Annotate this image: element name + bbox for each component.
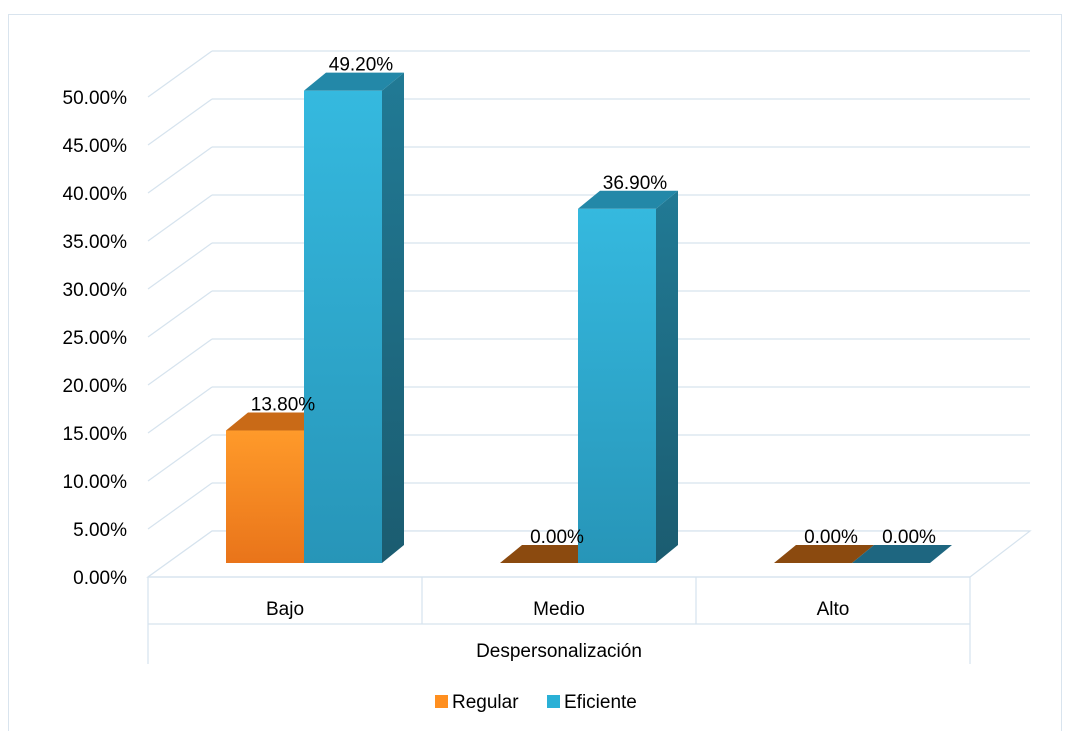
y-tick-label: 20.00% bbox=[63, 376, 128, 397]
y-tick-label: 5.00% bbox=[73, 520, 127, 541]
legend-swatch-regular bbox=[435, 695, 448, 708]
bar-side bbox=[382, 73, 404, 563]
bar-eficiente bbox=[304, 91, 382, 563]
bar-regular bbox=[226, 431, 304, 563]
gridline-diagonal bbox=[148, 51, 212, 97]
data-label: 36.90% bbox=[603, 173, 668, 194]
y-tick-label: 35.00% bbox=[63, 232, 128, 253]
legend-label: Eficiente bbox=[564, 692, 637, 713]
x-tick-label: Medio bbox=[533, 599, 585, 620]
y-tick-label: 45.00% bbox=[63, 136, 128, 157]
bar-eficiente bbox=[578, 209, 656, 563]
gridline-diagonal bbox=[148, 147, 212, 193]
gridline-diagonal bbox=[148, 483, 212, 529]
legend: Regular Eficiente bbox=[435, 692, 637, 713]
x-tick-label: Alto bbox=[817, 599, 850, 620]
legend-swatch-eficiente bbox=[547, 695, 560, 708]
y-tick-label: 40.00% bbox=[63, 184, 128, 205]
y-tick-label: 30.00% bbox=[63, 280, 128, 301]
y-tick-label: 15.00% bbox=[63, 424, 128, 445]
y-tick-label: 25.00% bbox=[63, 328, 128, 349]
x-axis-title: Despersonalización bbox=[476, 641, 642, 662]
data-label: 49.20% bbox=[329, 55, 394, 76]
data-label: 0.00% bbox=[882, 527, 936, 548]
gridline-diagonal bbox=[148, 435, 212, 481]
y-tick-label: 50.00% bbox=[63, 88, 128, 109]
gridline-diagonal bbox=[148, 243, 212, 289]
x-tick-label: Bajo bbox=[266, 599, 304, 620]
bar-side bbox=[656, 191, 678, 563]
data-label: 0.00% bbox=[530, 527, 584, 548]
gridline-diagonal bbox=[148, 387, 212, 433]
gridline-diagonal bbox=[148, 99, 212, 145]
gridline-diagonal bbox=[148, 195, 212, 241]
data-label: 0.00% bbox=[804, 527, 858, 548]
axes: 0.00% 5.00% 10.00% 15.00% 20.00% 25.00% 30.00%… bbox=[63, 88, 1030, 664]
data-label: 13.80% bbox=[251, 395, 316, 416]
bars bbox=[226, 73, 952, 563]
legend-label: Regular bbox=[452, 692, 519, 713]
gridline-diagonal bbox=[148, 339, 212, 385]
y-tick-label: 0.00% bbox=[73, 568, 127, 589]
gridline-diagonal bbox=[148, 291, 212, 337]
y-tick-label: 10.00% bbox=[63, 472, 128, 493]
